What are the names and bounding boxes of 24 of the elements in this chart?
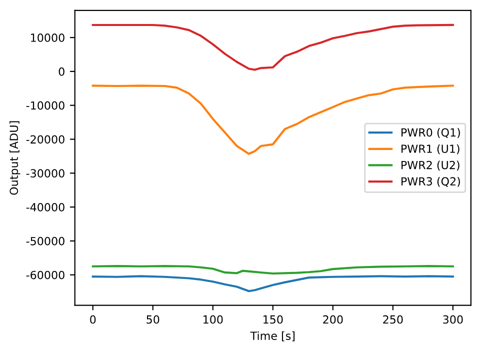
x-tick-label: 0 [90, 315, 96, 324]
x-tick-label: 300 [443, 315, 463, 324]
y-tick-label: -50000 [26, 236, 64, 246]
y-tick-label: -10000 [26, 101, 64, 110]
y-tick-label: -20000 [26, 135, 64, 144]
y-tick-label: -40000 [26, 203, 64, 212]
x-axis-title: Time [s] [250, 331, 295, 342]
x-tick-label: 50 [146, 315, 160, 324]
y-tick-label: 0 [58, 67, 64, 76]
y-tick-label: -60000 [26, 270, 64, 280]
x-tick-label: 250 [383, 315, 403, 324]
y-tick-label: -30000 [26, 169, 64, 178]
legend-label: PWR0 (Q1) [402, 128, 460, 138]
x-tick-label: 100 [204, 315, 223, 324]
line-series [92, 24, 454, 71]
x-tick-label: 150 [264, 315, 283, 324]
line-series [92, 264, 454, 275]
line-series [92, 275, 454, 292]
y-axis-title: Output [ADU] [9, 121, 20, 195]
legend-label: PWR1 (U1) [402, 144, 460, 154]
y-tick-label: 10000 [31, 34, 64, 42]
legend-label: PWR3 (Q2) [402, 176, 460, 187]
x-tick-label: 200 [323, 315, 343, 324]
legend-label: PWR2 (U2) [402, 160, 460, 171]
